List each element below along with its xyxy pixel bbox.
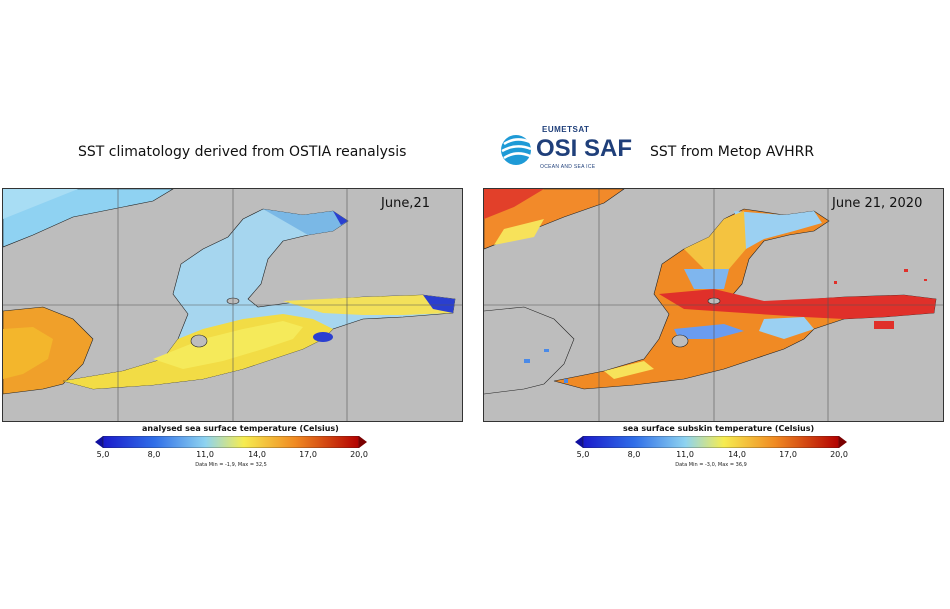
right-colorbar-tick: 11,0	[676, 450, 694, 459]
right-colorbar-note: Data Min = -3,0, Max = 36,9	[675, 462, 747, 468]
left-colorbar-gradient	[95, 436, 367, 448]
osisaf-logo: EUMETSAT OSI SAF OCEAN AND SEA ICE	[500, 120, 640, 176]
right-map-canvas	[484, 189, 943, 421]
left-colorbar-title: analysed sea surface temperature (Celsiu…	[142, 424, 339, 433]
logo-osisaf: OSI SAF	[536, 135, 633, 162]
right-colorbar-tick: 14,0	[728, 450, 746, 459]
left-colorbar-tick: 8,0	[147, 450, 161, 459]
right-panel-heading: SST from Metop AVHRR	[650, 144, 815, 160]
right-colorbar-tick: 8,0	[627, 450, 641, 459]
left-colorbar: analysed sea surface temperature (Celsiu…	[95, 424, 368, 474]
right-colorbar-tick: 5,0	[576, 450, 590, 459]
left-colorbar-tick: 5,0	[96, 450, 110, 459]
left-colorbar-tick: 11,0	[196, 450, 214, 459]
left-colorbar-tick: 17,0	[299, 450, 317, 459]
left-colorbar-note: Data Min = -1,9, Max = 32,5	[195, 462, 267, 468]
logo-eumetsat: EUMETSAT	[542, 125, 590, 134]
left-sst-map	[2, 188, 463, 422]
left-map-date: June,21	[381, 196, 430, 211]
right-colorbar: sea surface subskin temperature (Celsius…	[575, 424, 848, 474]
right-colorbar-tick: 17,0	[779, 450, 797, 459]
right-colorbar-gradient	[575, 436, 847, 448]
left-colorbar-tick: 20,0	[350, 450, 368, 459]
osisaf-globe-icon	[501, 135, 532, 165]
right-map-date: June 21, 2020	[832, 196, 923, 211]
right-sst-map	[483, 188, 944, 422]
left-colorbar-tick: 14,0	[248, 450, 266, 459]
logo-subtitle: OCEAN AND SEA ICE	[540, 164, 596, 170]
left-map-canvas	[3, 189, 462, 421]
left-panel-heading: SST climatology derived from OSTIA reana…	[78, 144, 407, 160]
right-colorbar-tick: 20,0	[830, 450, 848, 459]
right-colorbar-title: sea surface subskin temperature (Celsius…	[623, 424, 815, 433]
